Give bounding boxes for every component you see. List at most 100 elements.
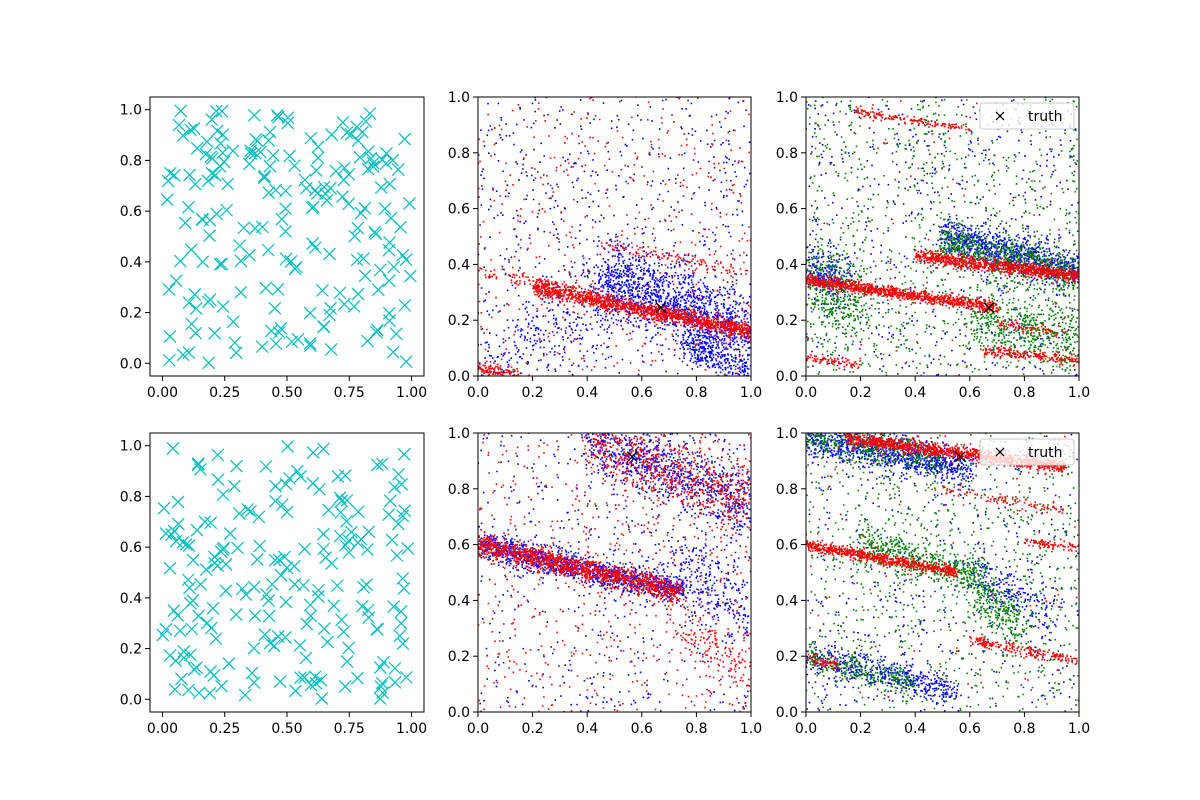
y-tick-label: 0.2 (120, 306, 142, 322)
data-points (478, 433, 751, 712)
data-point (182, 296, 196, 310)
x-tick-label: 1.00 (396, 385, 427, 401)
data-point (371, 623, 384, 636)
data-point (194, 577, 207, 591)
data-point (215, 257, 229, 271)
data-point (205, 113, 219, 126)
data-point (188, 177, 202, 191)
y-tick-label: 0.0 (776, 369, 798, 385)
y-tick-label: 0.0 (448, 369, 470, 385)
x-tick-label: 0.0 (467, 385, 489, 401)
x-tick-label: 0.8 (1013, 721, 1035, 737)
data-point (272, 326, 286, 339)
data-point (210, 124, 224, 138)
data-point (396, 572, 410, 585)
data-point (392, 467, 405, 481)
data-point (230, 459, 243, 473)
data-point (323, 181, 337, 195)
data-point (304, 678, 318, 692)
plot-area (806, 433, 1079, 712)
data-point (321, 635, 334, 649)
data-point (340, 655, 354, 668)
data-point (271, 110, 285, 124)
data-point (255, 340, 269, 354)
data-point (208, 168, 222, 182)
data-point (204, 516, 218, 530)
data-point (223, 527, 237, 540)
data-point (274, 321, 288, 335)
x-tick-label: 0.8 (685, 721, 707, 737)
data-point (398, 132, 412, 146)
data-points (806, 433, 1079, 712)
data-point (334, 505, 348, 519)
x-tick-label: 1.00 (396, 721, 427, 737)
data-point (340, 126, 354, 140)
data-point (157, 501, 171, 515)
data-point (351, 505, 365, 519)
data-point (314, 673, 328, 687)
truth-marker (954, 451, 966, 463)
data-point (348, 229, 362, 243)
data-point (267, 639, 281, 653)
data-point (303, 339, 317, 353)
data-point (401, 542, 415, 555)
plot-area (478, 433, 751, 712)
data-point (333, 286, 347, 300)
series-0 (806, 433, 1079, 712)
data-point (280, 561, 294, 575)
data-point (279, 595, 293, 609)
legend-marker-icon (995, 111, 1005, 121)
y-tick-label: 0.0 (120, 692, 142, 708)
data-point (234, 254, 248, 268)
x-tick-label: 0.2 (521, 385, 543, 401)
data-point (275, 498, 289, 512)
data-point (350, 120, 364, 134)
data-point (185, 622, 199, 636)
data-point (262, 133, 276, 147)
data-point (203, 213, 217, 227)
data-point (294, 671, 307, 685)
data-point (323, 247, 336, 261)
data-point (184, 123, 198, 137)
data-point (399, 670, 413, 684)
data-point (354, 532, 368, 546)
y-tick-label: 0.8 (120, 153, 142, 169)
data-point (234, 285, 248, 299)
data-point (383, 314, 396, 328)
data-point (296, 578, 310, 592)
data-point (398, 298, 412, 312)
data-point (167, 524, 181, 538)
data-point (192, 686, 206, 700)
data-point (304, 609, 318, 623)
data-point (181, 573, 195, 587)
data-point (247, 641, 261, 655)
data-point (219, 557, 233, 571)
legend: truth (979, 438, 1075, 466)
data-point (337, 297, 351, 311)
data-point (342, 167, 356, 181)
x-tick-label: 0.75 (334, 721, 365, 737)
data-point (205, 152, 219, 165)
x-tick-label: 0.2 (521, 721, 543, 737)
y-tick-label: 0.2 (776, 649, 798, 665)
x-tick-label: 0.50 (271, 721, 302, 737)
y-tick-label: 0.8 (120, 489, 142, 505)
data-point (289, 260, 303, 274)
data-point (338, 680, 352, 693)
data-point (244, 144, 258, 158)
data-point (312, 482, 326, 496)
data-point (270, 108, 284, 122)
data-point (163, 561, 177, 575)
data-point (323, 308, 336, 322)
data-point (226, 315, 240, 329)
y-tick-label: 0.8 (776, 146, 798, 162)
data-point (271, 282, 285, 296)
data-point (324, 343, 338, 356)
data-point (203, 686, 217, 700)
data-point (172, 118, 186, 132)
data-point (219, 584, 233, 598)
series-1 (478, 433, 751, 712)
data-point (351, 221, 365, 235)
x-tick-label: 0.4 (904, 385, 926, 401)
